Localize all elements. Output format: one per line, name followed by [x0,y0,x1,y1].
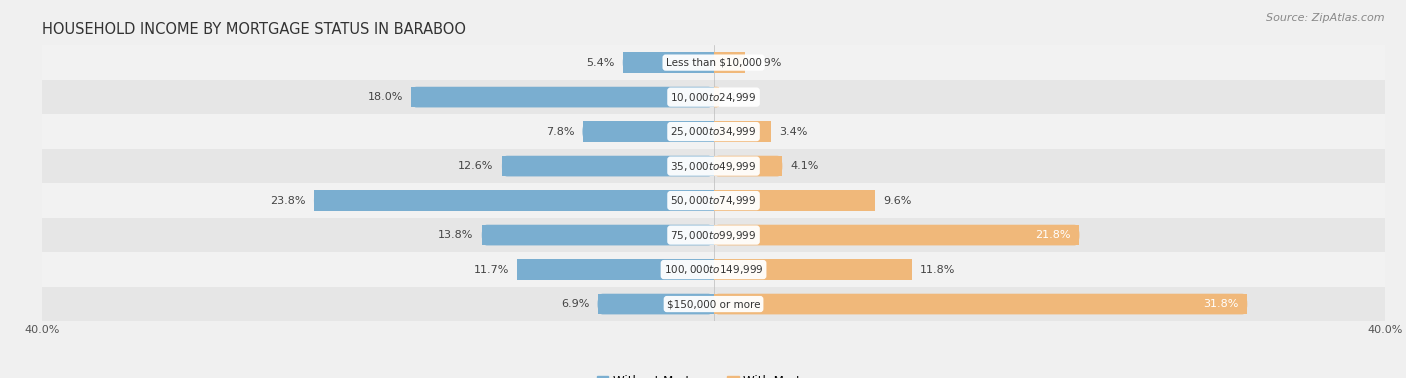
Bar [623,52,713,73]
Text: $10,000 to $24,999: $10,000 to $24,999 [671,91,756,104]
Bar [713,225,1080,245]
Bar [517,259,713,280]
FancyBboxPatch shape [582,121,713,142]
Bar [42,149,1385,183]
Text: HOUSEHOLD INCOME BY MORTGAGE STATUS IN BARABOO: HOUSEHOLD INCOME BY MORTGAGE STATUS IN B… [42,22,467,37]
FancyBboxPatch shape [623,52,713,73]
Bar [713,259,911,280]
FancyBboxPatch shape [713,52,745,73]
Bar [42,183,1385,218]
Text: 11.8%: 11.8% [920,265,955,274]
Bar [582,121,713,142]
Text: Less than $10,000: Less than $10,000 [665,57,762,68]
Text: 6.9%: 6.9% [561,299,589,309]
Text: 0.3%: 0.3% [727,92,755,102]
FancyBboxPatch shape [713,156,782,177]
Text: 9.6%: 9.6% [883,195,911,206]
FancyBboxPatch shape [713,294,1247,314]
Text: Source: ZipAtlas.com: Source: ZipAtlas.com [1267,13,1385,23]
Text: $25,000 to $34,999: $25,000 to $34,999 [671,125,756,138]
Legend: Without Mortgage, With Mortgage: Without Mortgage, With Mortgage [592,370,835,378]
Text: $150,000 or more: $150,000 or more [666,299,761,309]
FancyBboxPatch shape [314,190,713,211]
FancyBboxPatch shape [517,259,713,280]
Bar [598,294,713,314]
Text: 1.9%: 1.9% [754,57,782,68]
Bar [42,218,1385,253]
Bar [314,190,713,211]
Text: 4.1%: 4.1% [790,161,820,171]
Bar [42,114,1385,149]
FancyBboxPatch shape [482,225,713,245]
Bar [42,45,1385,80]
Text: $75,000 to $99,999: $75,000 to $99,999 [671,229,756,242]
Text: 31.8%: 31.8% [1204,299,1239,309]
Bar [502,156,713,177]
Bar [713,52,745,73]
Text: 13.8%: 13.8% [439,230,474,240]
FancyBboxPatch shape [412,87,713,107]
Bar [412,87,713,107]
Text: 21.8%: 21.8% [1036,230,1071,240]
Bar [713,190,875,211]
FancyBboxPatch shape [502,156,713,177]
FancyBboxPatch shape [713,225,1080,245]
Text: 11.7%: 11.7% [474,265,509,274]
Bar [42,253,1385,287]
Bar [482,225,713,245]
Text: $100,000 to $149,999: $100,000 to $149,999 [664,263,763,276]
Text: 12.6%: 12.6% [458,161,494,171]
Text: 7.8%: 7.8% [546,127,574,136]
Text: $35,000 to $49,999: $35,000 to $49,999 [671,160,756,173]
FancyBboxPatch shape [713,121,770,142]
Bar [713,87,718,107]
FancyBboxPatch shape [713,190,875,211]
Text: $50,000 to $74,999: $50,000 to $74,999 [671,194,756,207]
Bar [42,287,1385,321]
Text: 23.8%: 23.8% [270,195,305,206]
FancyBboxPatch shape [598,294,713,314]
Text: 18.0%: 18.0% [367,92,404,102]
FancyBboxPatch shape [713,259,911,280]
Text: 3.4%: 3.4% [779,127,807,136]
Bar [713,156,782,177]
Text: 5.4%: 5.4% [586,57,614,68]
FancyBboxPatch shape [713,87,718,107]
Bar [42,80,1385,114]
Bar [713,121,770,142]
Bar [713,294,1247,314]
